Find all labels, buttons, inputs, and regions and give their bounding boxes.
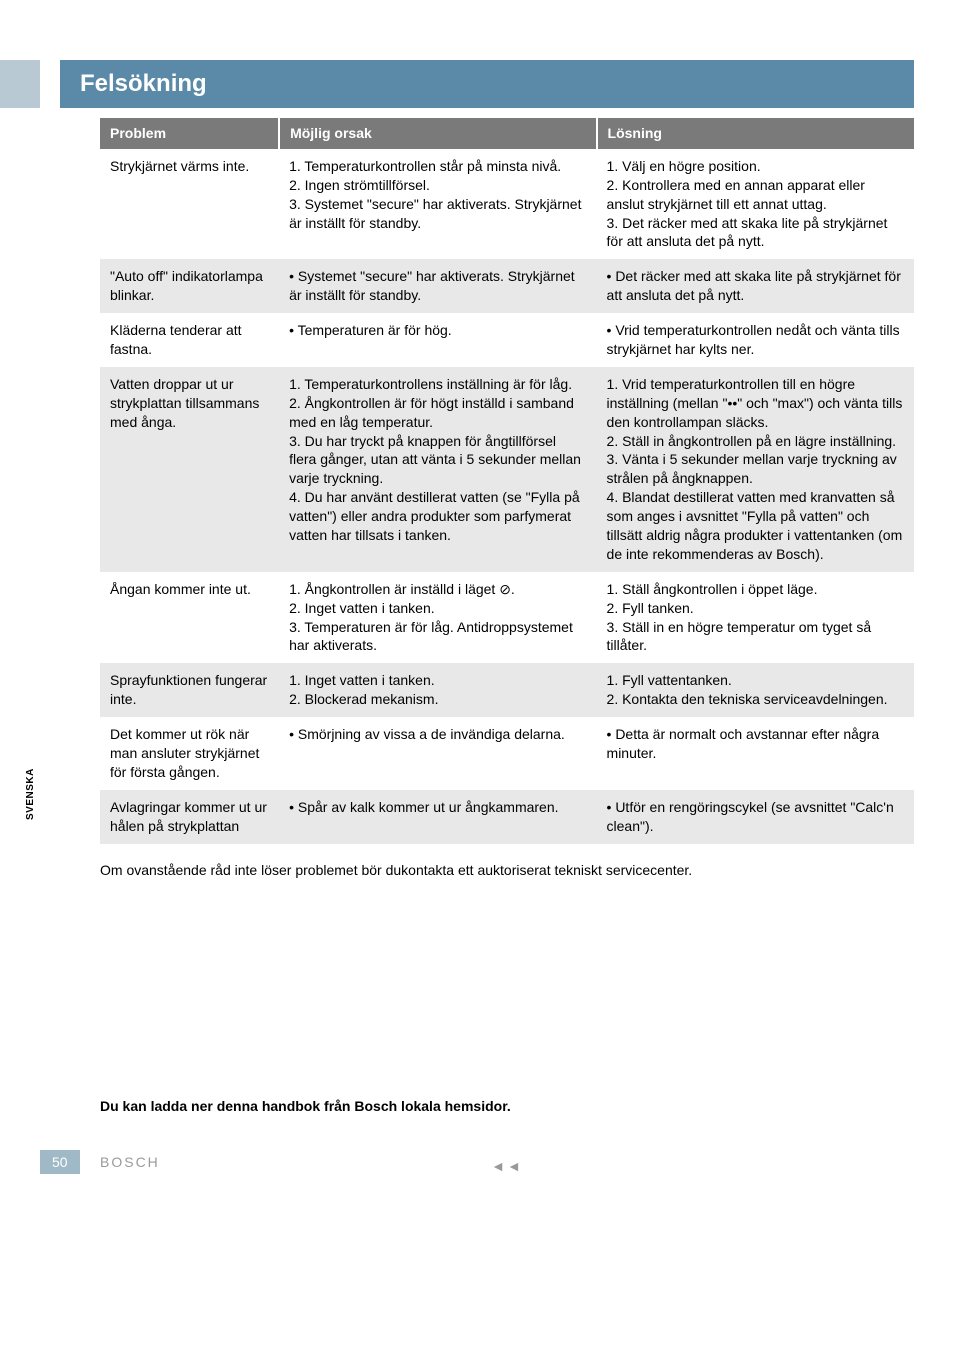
cell-solution: 1. Vrid temperaturkontrollen till en hög… (597, 367, 914, 572)
page-number: 50 (40, 1150, 80, 1174)
cell-cause: 1. Temperaturkontrollens inställning är … (279, 367, 596, 572)
cell-cause: • Smörjning av vissa a de invändiga dela… (279, 717, 596, 790)
table-row: Ångan kommer inte ut.1. Ångkontrollen är… (100, 572, 914, 664)
table-row: Avlagringar kommer ut ur hålen på strykp… (100, 790, 914, 844)
table-row: Sprayfunktionen fungerar inte.1. Inget v… (100, 663, 914, 717)
cell-problem: Kläderna tenderar att fastna. (100, 313, 279, 367)
table-row: Vatten droppar ut ur strykplattan tillsa… (100, 367, 914, 572)
cell-problem: Vatten droppar ut ur strykplattan tillsa… (100, 367, 279, 572)
cell-cause: • Systemet "secure" har aktiverats. Stry… (279, 259, 596, 313)
cell-solution: • Detta är normalt och avstannar efter n… (597, 717, 914, 790)
cell-cause: • Temperaturen är för hög. (279, 313, 596, 367)
cell-problem: Strykjärnet värms inte. (100, 149, 279, 259)
cell-solution: 1. Välj en högre position.2. Kontrollera… (597, 149, 914, 259)
table-row: "Auto off" indikatorlampa blinkar.• Syst… (100, 259, 914, 313)
cell-problem: Ångan kommer inte ut. (100, 572, 279, 664)
cell-problem: "Auto off" indikatorlampa blinkar. (100, 259, 279, 313)
cell-cause: • Spår av kalk kommer ut ur ångkammaren. (279, 790, 596, 844)
table-row: Kläderna tenderar att fastna.• Temperatu… (100, 313, 914, 367)
brand-logo: BOSCH (100, 1154, 160, 1170)
cell-cause: 1. Ångkontrollen är inställd i läget ⊘.2… (279, 572, 596, 664)
cell-problem: Det kommer ut rök när man ansluter stryk… (100, 717, 279, 790)
table-row: Det kommer ut rök när man ansluter stryk… (100, 717, 914, 790)
language-tab: SVENSKA (25, 768, 36, 820)
troubleshooting-table: Problem Möjlig orsak Lösning Strykjärnet… (100, 118, 914, 844)
download-note: Du kan ladda ner denna handbok från Bosc… (100, 1098, 914, 1114)
cell-solution: 1. Ställ ångkontrollen i öppet läge.2. F… (597, 572, 914, 664)
cell-cause: 1. Temperaturkontrollen står på minsta n… (279, 149, 596, 259)
table-row: Strykjärnet värms inte.1. Temperaturkont… (100, 149, 914, 259)
cell-problem: Avlagringar kommer ut ur hålen på strykp… (100, 790, 279, 844)
footer-note: Om ovanstående råd inte löser problemet … (100, 862, 914, 878)
header-solution: Lösning (597, 118, 914, 149)
cell-problem: Sprayfunktionen fungerar inte. (100, 663, 279, 717)
cell-solution: 1. Fyll vattentanken.2. Kontakta den tek… (597, 663, 914, 717)
cell-solution: • Utför en rengöringscykel (se avsnittet… (597, 790, 914, 844)
nav-arrows-icon: ◄◄ (491, 1158, 523, 1174)
cell-cause: 1. Inget vatten i tanken.2. Blockerad me… (279, 663, 596, 717)
cell-solution: • Det räcker med att skaka lite på stryk… (597, 259, 914, 313)
header-problem: Problem (100, 118, 279, 149)
header-cause: Möjlig orsak (279, 118, 596, 149)
cell-solution: • Vrid temperaturkontrollen nedåt och vä… (597, 313, 914, 367)
section-title: Felsökning (60, 60, 914, 108)
